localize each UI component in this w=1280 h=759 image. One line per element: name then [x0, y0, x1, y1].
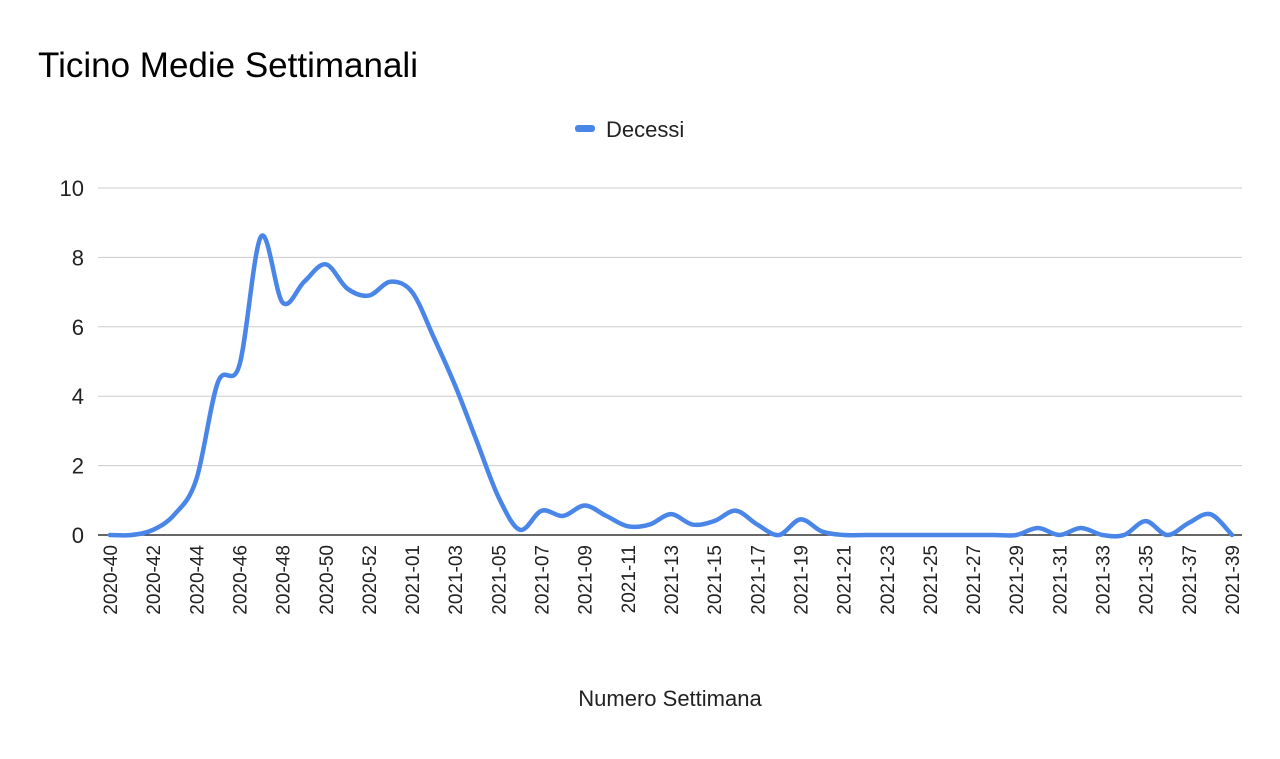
- x-tick-label: 2021-35: [1137, 545, 1158, 615]
- x-tick-label: 2020-42: [144, 545, 165, 615]
- x-tick-label: 2021-05: [489, 545, 510, 615]
- y-axis-tick-labels: 0 2 4 6 8 10: [60, 176, 84, 548]
- y-tick-label: 0: [72, 523, 84, 548]
- series-line-decessi: [107, 233, 1235, 539]
- x-tick-label: 2021-03: [446, 545, 467, 615]
- x-tick-label: 2020-52: [360, 545, 381, 615]
- x-tick-label: 2020-40: [101, 545, 122, 615]
- x-tick-label: 2021-33: [1094, 545, 1115, 615]
- x-tick-label: 2021-37: [1180, 545, 1201, 615]
- x-tick-label: 2021-17: [748, 545, 769, 615]
- x-tick-label: 2021-31: [1050, 545, 1071, 615]
- x-tick-label: 2021-29: [1007, 545, 1028, 615]
- x-tick-label: 2021-39: [1223, 545, 1244, 615]
- y-tick-label: 2: [72, 454, 84, 479]
- y-tick-label: 8: [72, 245, 84, 270]
- series-layer: [107, 233, 1235, 539]
- y-tick-label: 4: [72, 384, 84, 409]
- x-tick-label: 2021-25: [921, 545, 942, 615]
- legend: Decessi: [575, 117, 684, 142]
- chart-title: Ticino Medie Settimanali: [38, 46, 418, 85]
- x-tick-label: 2021-13: [662, 545, 683, 615]
- x-tick-label: 2021-07: [533, 545, 554, 615]
- x-tick-label: 2021-27: [964, 545, 985, 615]
- y-tick-label: 10: [60, 176, 84, 201]
- x-axis-tick-labels: 2020-40 2020-42 2020-44 2020-46 2020-48 2020-…: [101, 545, 1244, 615]
- x-tick-label: 2021-15: [705, 545, 726, 615]
- y-tick-label: 6: [72, 315, 84, 340]
- x-tick-label: 2021-09: [576, 545, 597, 615]
- x-tick-label: 2020-48: [274, 545, 295, 615]
- x-tick-label: 2020-50: [317, 545, 338, 615]
- x-tick-label: 2021-19: [791, 545, 812, 615]
- x-tick-label: 2021-23: [878, 545, 899, 615]
- x-tick-label: 2021-11: [619, 545, 640, 613]
- legend-label-decessi: Decessi: [606, 117, 684, 142]
- legend-swatch-decessi: [575, 125, 595, 132]
- x-tick-label: 2021-21: [835, 545, 856, 615]
- x-tick-label: 2021-01: [403, 545, 424, 615]
- grid-lines: [98, 187, 1242, 536]
- x-tick-label: 2020-46: [230, 545, 251, 615]
- x-tick-label: 2020-44: [187, 545, 208, 615]
- x-axis-label: Numero Settimana: [578, 686, 762, 711]
